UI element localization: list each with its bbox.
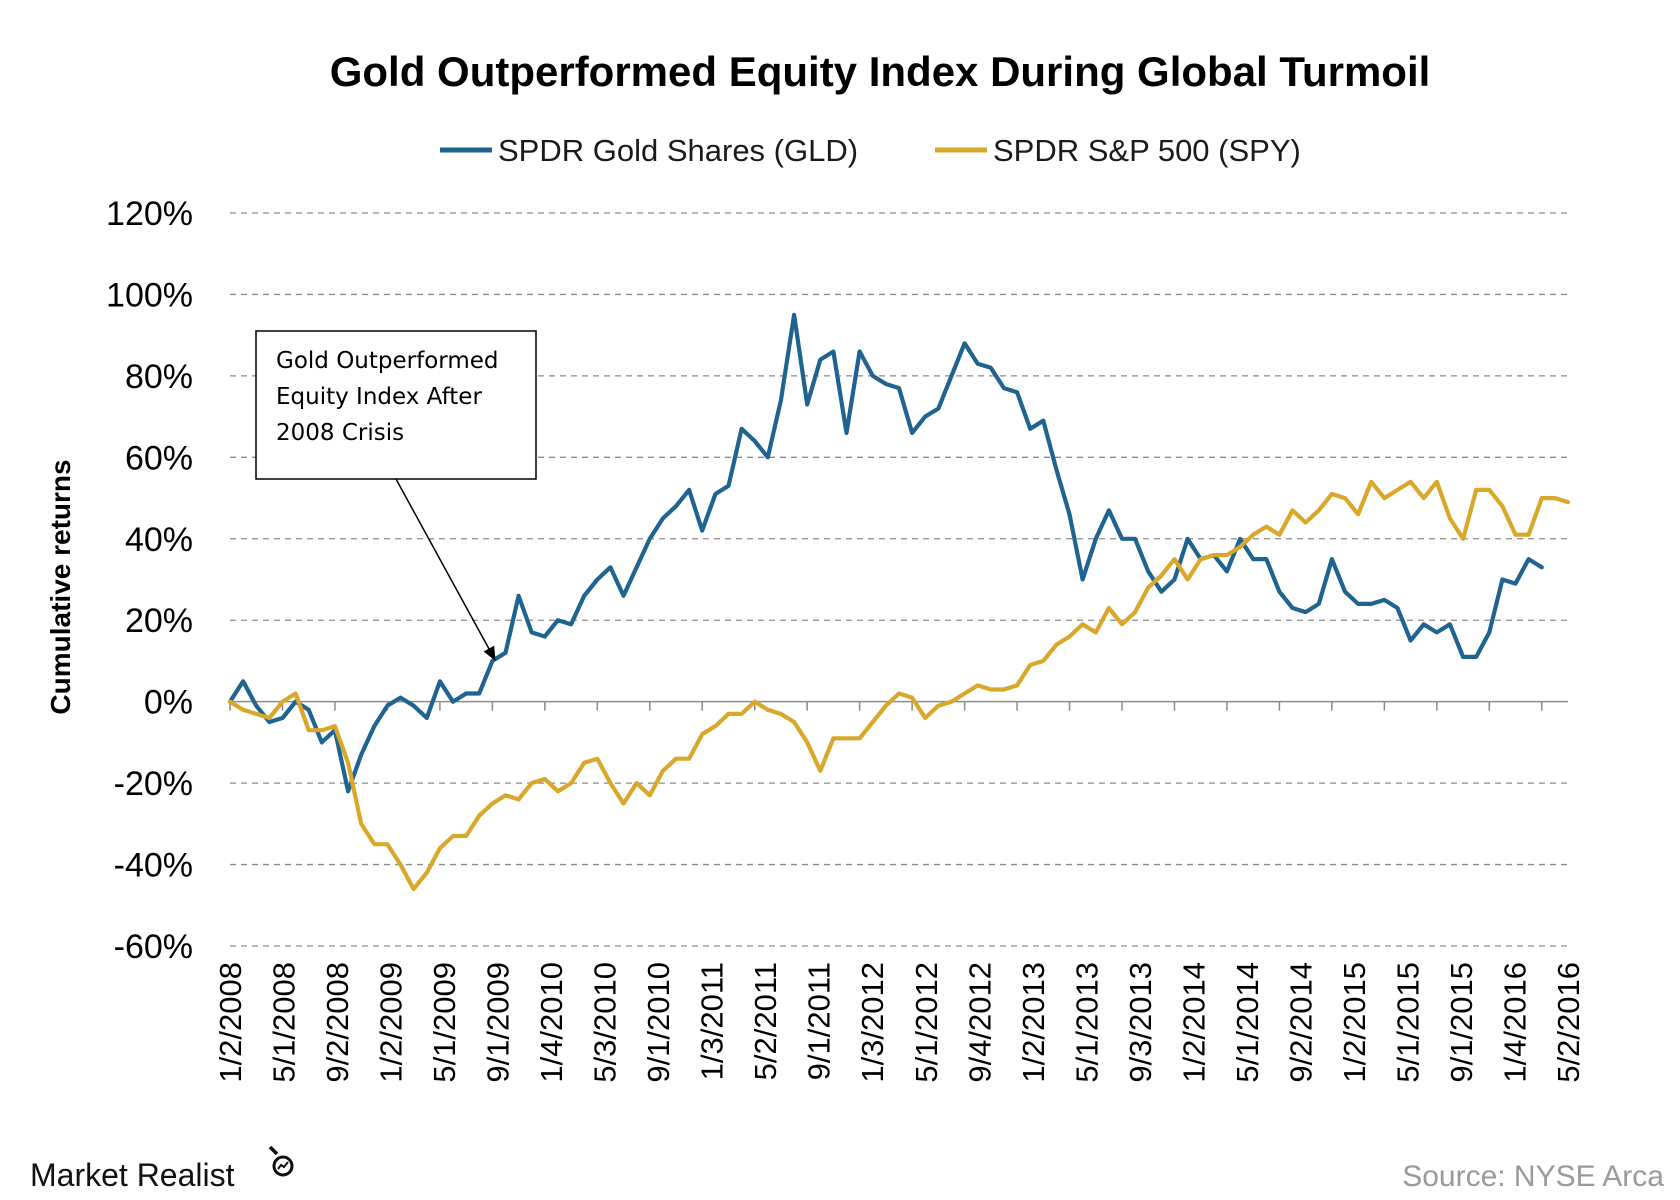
x-tick-label: 5/2/2011 <box>748 962 783 1080</box>
chart-title: Gold Outperformed Equity Index During Gl… <box>330 48 1431 95</box>
brand-logo: Market Realist <box>30 1145 294 1193</box>
x-tick-label: 5/3/2010 <box>588 962 623 1083</box>
x-tick-label: 1/3/2011 <box>695 962 730 1080</box>
annotation-box <box>255 330 537 480</box>
x-tick-label: 1/4/2016 <box>1497 962 1532 1083</box>
x-tick-label: 9/4/2012 <box>962 962 997 1083</box>
source-note: Source: NYSE Arca <box>1402 1160 1664 1193</box>
x-tick-label: 1/2/2013 <box>1016 962 1051 1083</box>
x-tick-label: 9/1/2011 <box>802 962 837 1080</box>
brand-name: Market Realist <box>30 1157 235 1193</box>
y-tick-label: 120% <box>106 195 193 233</box>
magnifier-chart-icon <box>268 1145 294 1177</box>
x-tick-label: 1/2/2014 <box>1176 962 1211 1083</box>
x-tick-label: 1/3/2012 <box>855 962 890 1083</box>
x-tick-label: 5/1/2015 <box>1390 962 1425 1083</box>
x-axis-ticks: 1/2/2008 5/1/2008 9/2/2008 1/2/2009 5/1/2009… <box>213 701 1586 1083</box>
x-tick-label: 5/1/2013 <box>1069 962 1104 1083</box>
x-tick-label: 9/2/2014 <box>1283 962 1318 1083</box>
x-tick-label: 5/2/2016 <box>1551 962 1586 1083</box>
y-axis-label: Cumulative returns <box>45 459 76 714</box>
y-tick-label: -60% <box>114 928 193 966</box>
x-tick-label: 1/2/2008 <box>213 962 248 1083</box>
x-tick-label: 5/1/2012 <box>909 962 944 1083</box>
gridlines <box>230 212 1568 947</box>
series-line-spy <box>227 479 1571 892</box>
annotation-arrowhead <box>483 645 496 661</box>
x-tick-label: 1/2/2015 <box>1337 962 1372 1083</box>
y-tick-label: 40% <box>125 521 193 559</box>
y-tick-label: 0% <box>144 684 193 722</box>
x-tick-label: 9/1/2010 <box>641 962 676 1083</box>
legend-label-gld: SPDR Gold Shares (GLD) <box>498 133 858 168</box>
x-tick-label: 1/4/2010 <box>534 962 569 1083</box>
x-tick-label: 5/1/2009 <box>427 962 462 1083</box>
y-tick-label: 80% <box>125 358 193 396</box>
y-tick-label: -40% <box>114 847 193 885</box>
annotation: Gold Outperformed Equity Index After 200… <box>255 330 537 661</box>
x-tick-label: 9/1/2015 <box>1444 962 1479 1083</box>
y-axis-ticks: -60% -40% -20% 0% 20% 40% 60% 80% 100% 120% <box>106 195 193 966</box>
series <box>227 312 1571 892</box>
y-tick-label: -20% <box>114 765 193 803</box>
x-tick-label: 9/2/2008 <box>320 962 355 1083</box>
x-tick-label: 9/3/2013 <box>1123 962 1158 1083</box>
legend-label-spy: SPDR S&P 500 (SPY) <box>993 133 1301 168</box>
x-tick-label: 9/1/2009 <box>481 962 516 1083</box>
y-tick-label: 100% <box>106 276 193 314</box>
legend: SPDR Gold Shares (GLD) SPDR S&P 500 (SPY… <box>440 133 1301 168</box>
series-line-gld <box>227 312 1544 794</box>
y-tick-label: 20% <box>125 602 193 640</box>
x-tick-label: 5/1/2008 <box>267 962 302 1083</box>
x-tick-label: 5/1/2014 <box>1230 962 1265 1083</box>
y-tick-label: 60% <box>125 439 193 477</box>
x-tick-label: 1/2/2009 <box>374 962 409 1083</box>
annotation-line-1: Gold Outperformed <box>276 348 498 374</box>
annotation-line-2: Equity Index After <box>276 384 482 410</box>
annotation-arrow <box>395 478 491 651</box>
annotation-line-3: 2008 Crisis <box>276 420 404 446</box>
